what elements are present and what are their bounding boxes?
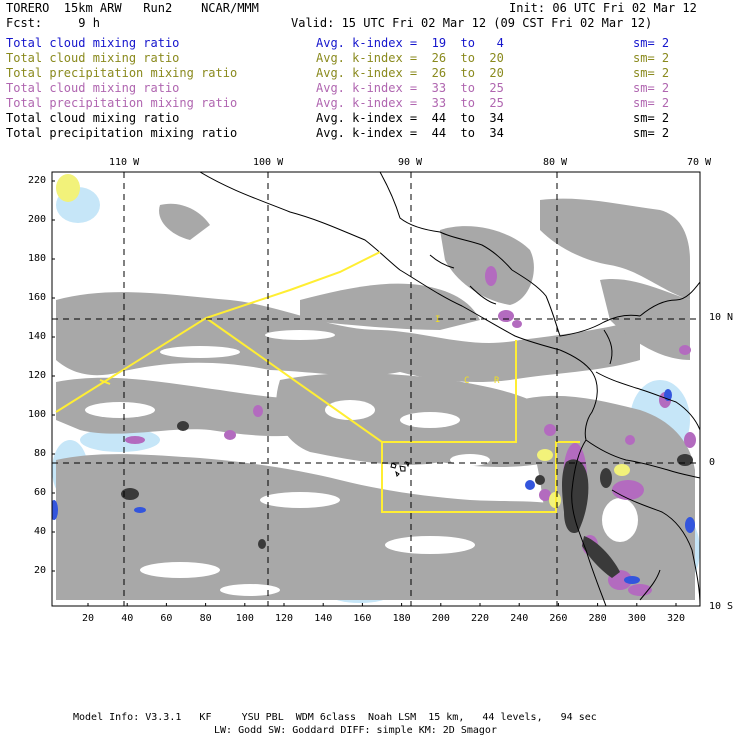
legend-row: Total cloud mixing ratio Avg. k-index = … (0, 81, 740, 96)
legend-kindex: Avg. k-index = 44 to 34 (316, 111, 504, 125)
legend-row: Total cloud mixing ratio Avg. k-index = … (0, 111, 740, 126)
y-tick-label: 40 (33, 526, 46, 537)
physics-info: LW: Godd SW: Goddard DIFF: simple KM: 2D… (214, 725, 497, 736)
legend-row: Total precipitation mixing ratio Avg. k-… (0, 126, 740, 141)
legend-field: Total precipitation mixing ratio (6, 96, 238, 110)
axis-ticks (52, 180, 677, 606)
x-tick-label: 20 (82, 613, 95, 624)
y-tick-label: 220 (27, 175, 46, 186)
map-letter-c: C (464, 376, 469, 386)
top-lon-label: 90 W (398, 157, 423, 168)
y-tick-label: 200 (27, 214, 46, 225)
legend-sm: sm= 2 (633, 111, 670, 125)
y-tick-label: 60 (33, 487, 46, 498)
top-lon-label: 70 W (687, 157, 712, 168)
x-tick-label: 140 (314, 613, 333, 624)
legend-field: Total cloud mixing ratio (6, 81, 180, 95)
legend-sm: sm= 2 (633, 81, 670, 95)
top-lon-label: 110 W (109, 157, 140, 168)
eez-boundaries (55, 251, 580, 513)
gray-cloud-mixing-ratio (56, 198, 695, 600)
legend-row: Total cloud mixing ratio Avg. k-index = … (0, 36, 740, 51)
x-tick-label: 220 (471, 613, 490, 624)
legend-kindex: Avg. k-index = 33 to 25 (316, 81, 504, 95)
dark-precipitation-cores (121, 421, 693, 578)
legend-field: Total precipitation mixing ratio (6, 66, 238, 80)
legend-sm: sm= 2 (633, 126, 670, 140)
y-tick-label: 160 (27, 292, 46, 303)
legend-field: Total cloud mixing ratio (6, 51, 180, 65)
map-letter-r: R (494, 376, 500, 386)
top-lon-label: 100 W (253, 157, 284, 168)
y-tick-label: 20 (33, 565, 46, 576)
legend-field: Total precipitation mixing ratio (6, 126, 238, 140)
legend-kindex: Avg. k-index = 26 to 20 (316, 51, 504, 65)
valid-time: Valid: 15 UTC Fri 02 Mar 12 (09 CST Fri … (291, 16, 653, 30)
x-tick-label: 300 (627, 613, 646, 624)
x-tick-label: 260 (549, 613, 568, 624)
right-lat-label: 10 N (709, 312, 734, 323)
lat-lon-gridlines (52, 172, 700, 606)
top-lon-label: 80 W (543, 157, 568, 168)
x-tick-label: 40 (121, 613, 134, 624)
y-tick-label: 80 (33, 448, 46, 459)
x-tick-label: 100 (235, 613, 254, 624)
plot-frame (51, 171, 701, 607)
y-tick-label: 100 (27, 409, 46, 420)
init-time: Init: 06 UTC Fri 02 Mar 12 (509, 1, 697, 15)
x-tick-label: 80 (199, 613, 212, 624)
x-tick-label: 60 (160, 613, 173, 624)
x-tick-label: 240 (510, 613, 529, 624)
legend-sm: sm= 2 (633, 51, 670, 65)
legend-kindex: Avg. k-index = 26 to 20 (316, 66, 504, 80)
x-tick-label: 160 (353, 613, 372, 624)
coastlines (199, 172, 700, 606)
legend-sm: sm= 2 (633, 96, 670, 110)
model-info: Model Info: V3.3.1 KF YSU PBL WDM 6class… (73, 712, 597, 723)
y-tick-label: 140 (27, 331, 46, 342)
legend-row: Total cloud mixing ratio Avg. k-index = … (0, 51, 740, 66)
map-letter-i: I (435, 315, 440, 325)
x-tick-label: 320 (667, 613, 686, 624)
x-tick-label: 200 (431, 613, 450, 624)
legend-kindex: Avg. k-index = 19 to 4 (316, 36, 504, 50)
legend-field: Total cloud mixing ratio (6, 36, 180, 50)
legend-row: Total precipitation mixing ratio Avg. k-… (0, 96, 740, 111)
x-tick-label: 180 (392, 613, 411, 624)
right-lat-label: 0 (709, 457, 716, 468)
legend-sm: sm= 2 (633, 66, 670, 80)
x-tick-label: 280 (588, 613, 607, 624)
y-tick-label: 120 (27, 370, 46, 381)
right-lat-label: 10 S (709, 601, 734, 612)
legend-kindex: Avg. k-index = 33 to 25 (316, 96, 504, 110)
forecast-hour: Fcst: 9 h (6, 16, 100, 30)
model-title: TORERO 15km ARW Run2 NCAR/MMM (6, 1, 259, 15)
y-tick-label: 180 (27, 253, 46, 264)
legend-kindex: Avg. k-index = 44 to 34 (316, 126, 504, 140)
legend-sm: sm= 2 (633, 36, 670, 50)
legend-row: Total precipitation mixing ratio Avg. k-… (0, 66, 740, 81)
x-tick-label: 120 (275, 613, 294, 624)
legend-field: Total cloud mixing ratio (6, 111, 180, 125)
clear-sky-gaps (85, 330, 638, 596)
